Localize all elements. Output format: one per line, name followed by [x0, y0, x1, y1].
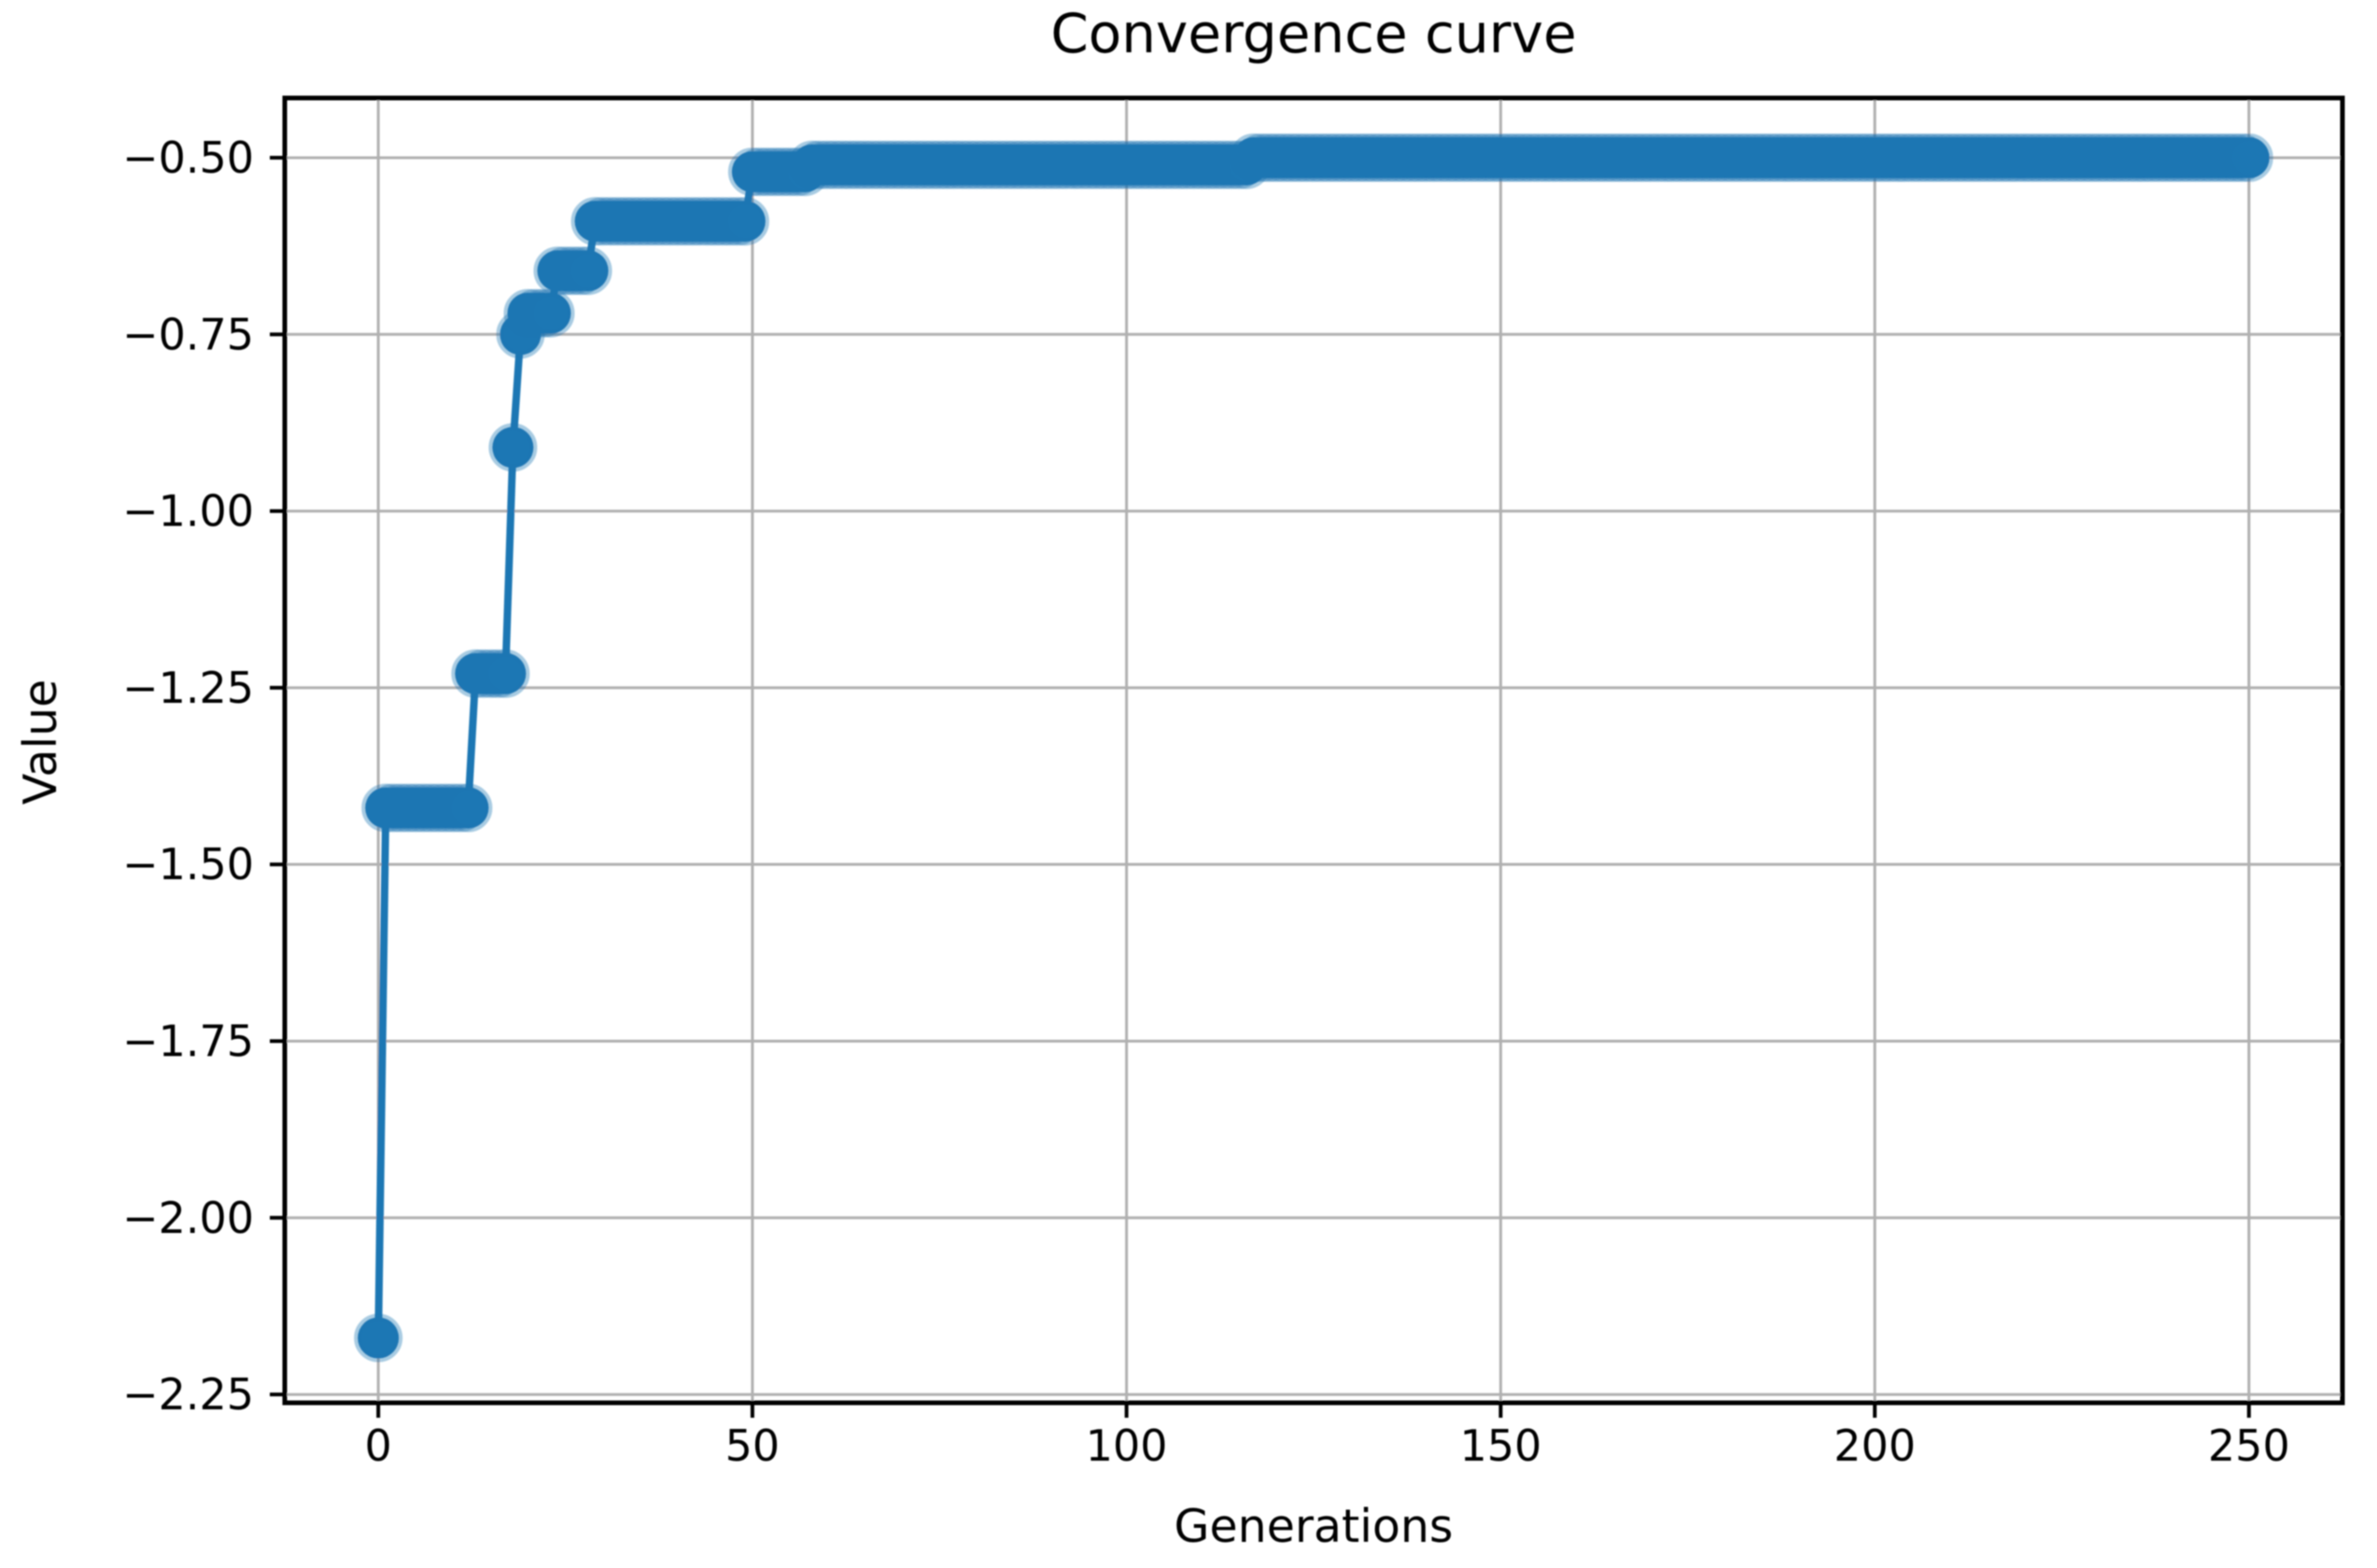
series-marker [563, 246, 612, 296]
x-tick-label: 100 [1086, 1421, 1168, 1471]
x-tick-label: 250 [2208, 1421, 2290, 1471]
series-marker [526, 288, 575, 338]
y-axis-label: Value [14, 679, 67, 805]
x-tick-label: 50 [725, 1421, 781, 1471]
y-tick-label: −2.25 [122, 1369, 254, 1420]
series-marker [488, 423, 538, 472]
series-marker [2224, 133, 2273, 182]
series-marker [354, 1313, 403, 1363]
x-tick-label: 200 [1834, 1421, 1916, 1471]
series-convergence [354, 133, 2273, 1363]
x-axis-label: Generations [1174, 1500, 1454, 1553]
series-marker [481, 649, 530, 698]
series-marker [443, 783, 493, 833]
y-tick-label: −2.00 [122, 1193, 254, 1243]
gridlines [285, 98, 2342, 1403]
x-tick-label: 150 [1459, 1421, 1541, 1471]
series-marker [720, 197, 769, 246]
y-tick-label: −0.50 [122, 133, 254, 183]
chart-title: Convergence curve [1050, 2, 1576, 65]
y-tick-label: −1.00 [122, 486, 254, 537]
x-tick-label: 0 [365, 1421, 392, 1471]
y-tick-label: −1.75 [122, 1015, 254, 1066]
plot-border [282, 95, 2345, 1406]
y-tick-label: −0.75 [122, 309, 254, 359]
axis-ticks [270, 155, 2251, 1418]
tick-labels: 0 50 100 150 200 250 −0.50 −0.75 −1.00 −1.25 −1.50… [122, 133, 2290, 1471]
y-tick-label: −1.50 [122, 839, 254, 889]
plot-frame [282, 95, 2345, 1406]
y-tick-label: −1.25 [122, 663, 254, 713]
